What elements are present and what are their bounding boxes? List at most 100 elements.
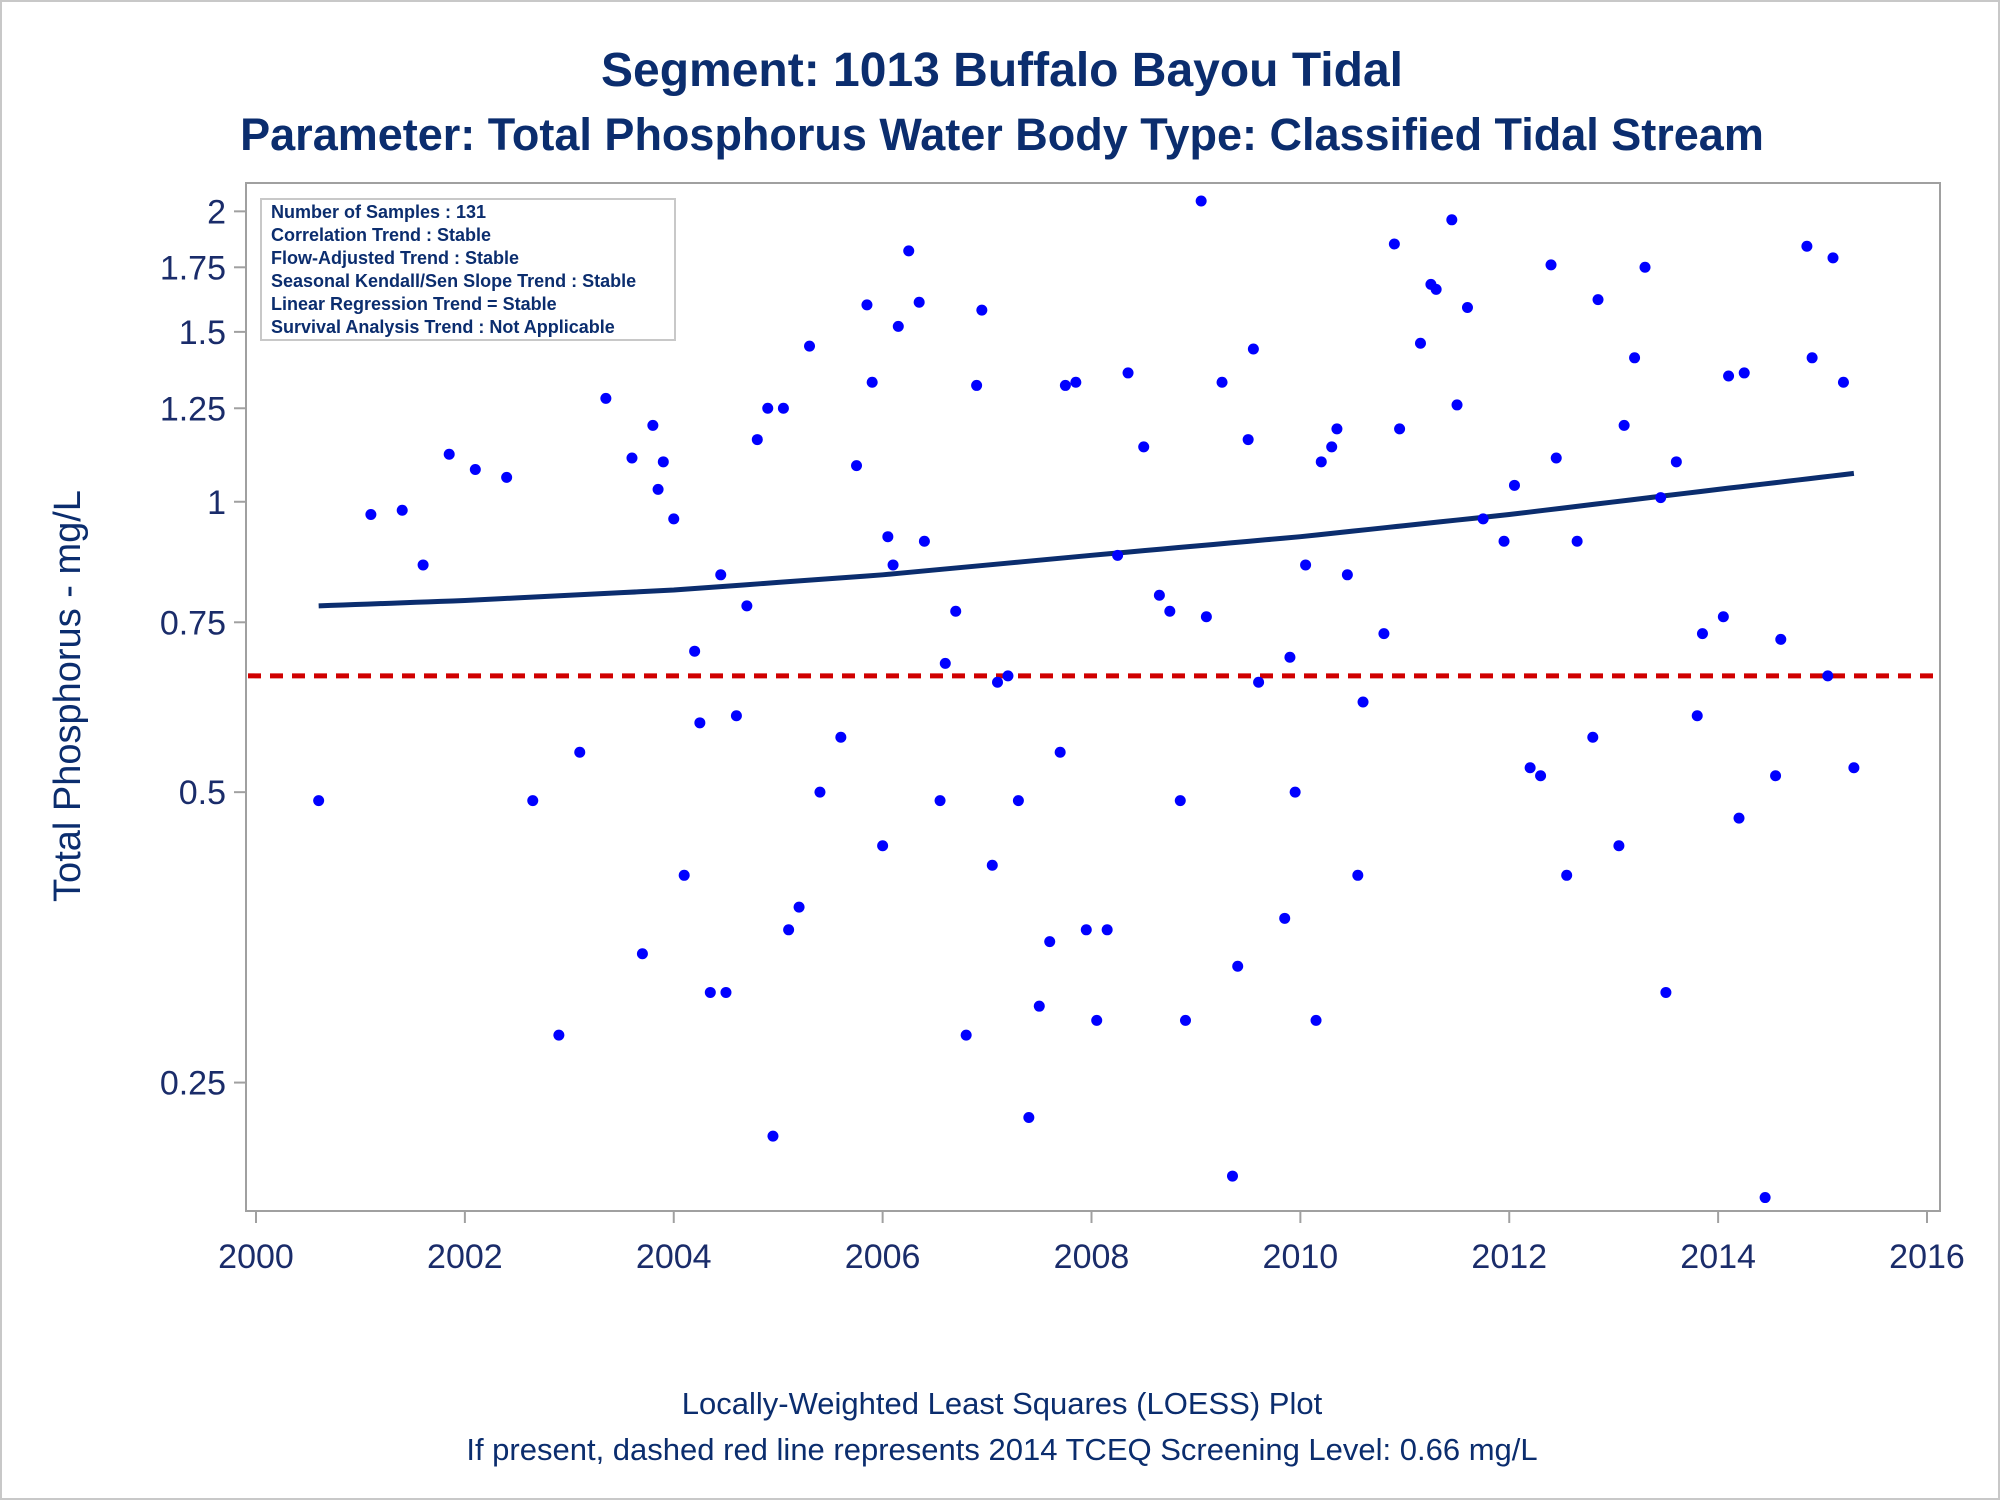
data-point [939, 657, 951, 669]
data-point [1524, 762, 1536, 774]
data-point [1639, 261, 1651, 273]
data-point [1164, 605, 1176, 617]
y-axis: 0.25 0.5 0.75 1 1.25 1.5 1.75 2 [160, 193, 246, 1103]
x-tick-label: 2012 [1471, 1238, 1547, 1276]
data-point [501, 471, 513, 483]
data-point [851, 460, 863, 472]
x-axis: 2000 2002 2004 2006 2008 2010 2012 2014 2016 [218, 1211, 1965, 1276]
data-point [950, 605, 962, 617]
data-point [1759, 1192, 1771, 1204]
x-tick-label: 2010 [1263, 1238, 1339, 1276]
data-point [1054, 746, 1066, 758]
data-point [783, 924, 795, 936]
data-point [1655, 492, 1667, 504]
data-point [1352, 869, 1364, 881]
data-point [1550, 452, 1562, 464]
data-point [1613, 840, 1625, 852]
data-point [1357, 696, 1369, 708]
y-tick-label: 0.75 [160, 604, 226, 642]
plot-area [245, 182, 1941, 1212]
data-point [1341, 569, 1353, 581]
data-point [1587, 731, 1599, 743]
data-point [1023, 1112, 1035, 1124]
y-axis-label: Total Phosphorus - mg/L [47, 490, 89, 902]
data-point [527, 795, 539, 807]
data-point [443, 448, 455, 460]
data-point [1315, 456, 1327, 468]
data-point [892, 320, 904, 332]
data-point [1195, 195, 1207, 207]
data-point [960, 1029, 972, 1041]
data-point [313, 795, 325, 807]
data-point [1733, 812, 1745, 824]
data-point [417, 559, 429, 571]
data-point [992, 676, 1004, 688]
x-tick-label: 2004 [636, 1238, 712, 1276]
data-point [1717, 611, 1729, 623]
footnote-loess: Locally-Weighted Least Squares (LOESS) P… [682, 1386, 1323, 1421]
data-point [1691, 710, 1703, 722]
data-point [1216, 376, 1228, 388]
y-tick-label: 1.75 [160, 249, 226, 287]
data-point [1629, 352, 1641, 364]
data-point [1592, 294, 1604, 306]
data-point [1300, 559, 1312, 571]
data-point [762, 402, 774, 414]
data-point [877, 840, 889, 852]
y-tick-label: 1 [207, 484, 226, 522]
data-point [1446, 214, 1458, 226]
data-point [652, 483, 664, 495]
inset-line-seasonal-kendall: Seasonal Kendall/Sen Slope Trend : Stabl… [271, 271, 636, 291]
data-point [1310, 1014, 1322, 1026]
data-point [396, 504, 408, 516]
data-point [767, 1130, 779, 1142]
data-point [1378, 628, 1390, 640]
data-point [1033, 1000, 1045, 1012]
inset-line-linear-regression: Linear Regression Trend = Stable [271, 294, 557, 314]
data-point [804, 340, 816, 352]
data-point [1394, 423, 1406, 435]
data-point [1247, 343, 1259, 355]
data-point [574, 746, 586, 758]
data-point [1837, 376, 1849, 388]
data-point [1253, 676, 1265, 688]
footnote-screening: If present, dashed red line represents 2… [466, 1432, 1537, 1467]
data-point [1848, 762, 1860, 774]
y-tick-label: 1.5 [179, 314, 226, 352]
data-point [934, 795, 946, 807]
data-point [1806, 352, 1818, 364]
data-point [1226, 1170, 1238, 1182]
data-point [636, 948, 648, 960]
data-point [1153, 589, 1165, 601]
loess-trend-line [318, 470, 1855, 609]
data-point [600, 392, 612, 404]
data-point [1414, 337, 1426, 349]
data-point [866, 376, 878, 388]
data-point [1284, 651, 1296, 663]
data-point [689, 645, 701, 657]
data-point [1498, 535, 1510, 547]
data-point [1618, 419, 1630, 431]
data-point [1331, 423, 1343, 435]
y-tick-label: 2 [207, 193, 226, 231]
data-point [1561, 869, 1573, 881]
data-point [1571, 535, 1583, 547]
data-point [1477, 513, 1489, 525]
data-point [986, 859, 998, 871]
data-point [1044, 936, 1056, 948]
y-tick-label: 1.25 [160, 390, 226, 428]
data-point [1670, 456, 1682, 468]
data-point [694, 717, 706, 729]
data-point [704, 986, 716, 998]
data-point [887, 559, 899, 571]
stats-inset-box [260, 198, 676, 341]
data-point [1326, 441, 1338, 453]
data-point [1451, 399, 1463, 411]
data-point [1770, 770, 1782, 782]
data-point [793, 901, 805, 913]
data-point [1200, 611, 1212, 623]
data-point [1508, 479, 1520, 491]
data-point [720, 986, 732, 998]
data-point [1138, 441, 1150, 453]
